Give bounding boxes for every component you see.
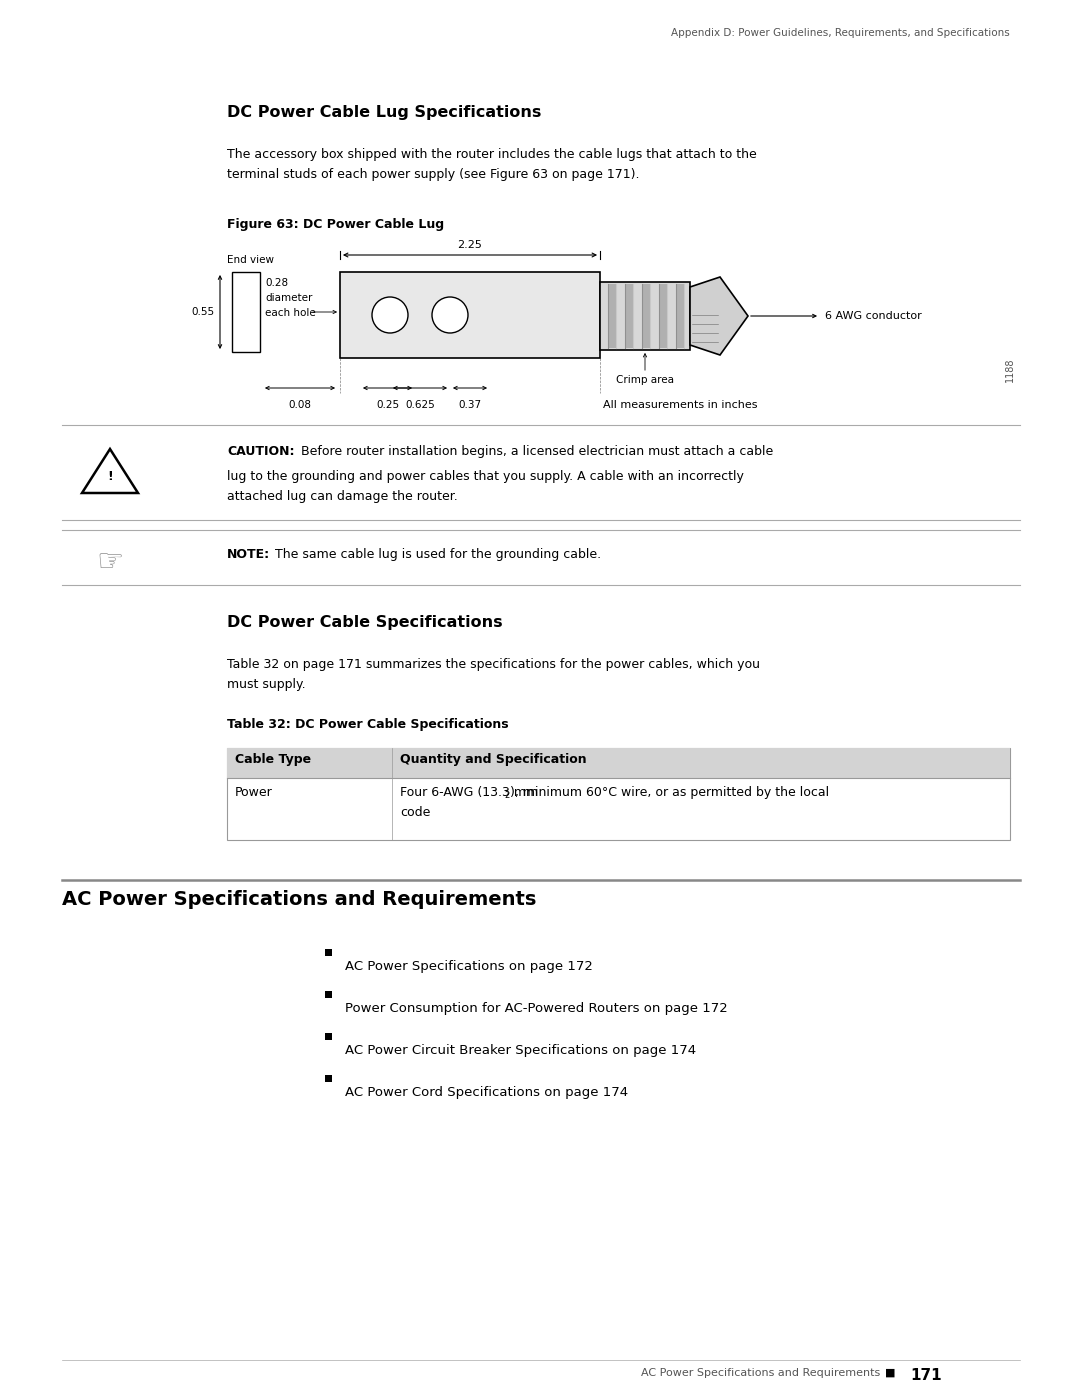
Text: DC Power Cable Lug Specifications: DC Power Cable Lug Specifications <box>227 105 541 120</box>
Text: 2: 2 <box>504 791 510 800</box>
Text: AC Power Specifications on page 172: AC Power Specifications on page 172 <box>345 960 593 972</box>
Text: Cable Type: Cable Type <box>235 753 311 766</box>
Text: Crimp area: Crimp area <box>616 374 674 386</box>
Text: 171: 171 <box>910 1368 942 1383</box>
Bar <box>325 990 332 997</box>
Text: code: code <box>400 806 430 819</box>
Text: ☞: ☞ <box>96 548 124 577</box>
Text: terminal studs of each power supply (see Figure 63 on page 171).: terminal studs of each power supply (see… <box>227 168 639 182</box>
Text: AC Power Specifications and Requirements: AC Power Specifications and Requirements <box>640 1368 880 1377</box>
Bar <box>676 284 684 348</box>
Text: 1188: 1188 <box>1005 358 1015 383</box>
Bar <box>227 747 1010 778</box>
Polygon shape <box>690 277 748 355</box>
Text: attached lug can damage the router.: attached lug can damage the router. <box>227 490 458 503</box>
Text: 0.625: 0.625 <box>405 400 435 409</box>
Text: 0.25: 0.25 <box>376 400 400 409</box>
Bar <box>659 284 667 348</box>
Text: AC Power Circuit Breaker Specifications on page 174: AC Power Circuit Breaker Specifications … <box>345 1044 697 1058</box>
Text: NOTE:: NOTE: <box>227 548 270 562</box>
Text: ), minimum 60°C wire, or as permitted by the local: ), minimum 60°C wire, or as permitted by… <box>511 787 829 799</box>
Bar <box>340 272 600 358</box>
Bar <box>625 284 633 348</box>
Text: All measurements in inches: All measurements in inches <box>603 400 757 409</box>
Text: 0.08: 0.08 <box>288 400 311 409</box>
Bar <box>232 272 260 352</box>
Text: CAUTION:: CAUTION: <box>227 446 295 458</box>
Text: each hole: each hole <box>265 307 315 319</box>
Text: Figure 63: DC Power Cable Lug: Figure 63: DC Power Cable Lug <box>227 218 444 231</box>
Text: The same cable lug is used for the grounding cable.: The same cable lug is used for the groun… <box>271 548 602 562</box>
Bar <box>227 747 1010 840</box>
Bar <box>325 1076 332 1083</box>
Text: Four 6-AWG (13.3 mm: Four 6-AWG (13.3 mm <box>400 787 538 799</box>
Text: Table 32 on page 171 summarizes the specifications for the power cables, which y: Table 32 on page 171 summarizes the spec… <box>227 658 760 671</box>
Bar <box>325 1032 332 1039</box>
Text: Appendix D: Power Guidelines, Requirements, and Specifications: Appendix D: Power Guidelines, Requiremen… <box>672 28 1010 38</box>
Text: The accessory box shipped with the router includes the cable lugs that attach to: The accessory box shipped with the route… <box>227 148 757 161</box>
Bar <box>608 284 616 348</box>
Text: DC Power Cable Specifications: DC Power Cable Specifications <box>227 615 502 630</box>
Text: ■: ■ <box>885 1368 895 1377</box>
Text: diameter: diameter <box>265 293 312 303</box>
Text: !: ! <box>107 471 113 483</box>
Text: AC Power Cord Specifications on page 174: AC Power Cord Specifications on page 174 <box>345 1085 629 1099</box>
Text: Before router installation begins, a licensed electrician must attach a cable: Before router installation begins, a lic… <box>297 446 773 458</box>
Circle shape <box>372 298 408 332</box>
Text: 6 AWG conductor: 6 AWG conductor <box>825 312 921 321</box>
Text: Quantity and Specification: Quantity and Specification <box>400 753 586 766</box>
Text: End view: End view <box>227 256 274 265</box>
Text: 0.28: 0.28 <box>265 278 288 288</box>
Text: 2.25: 2.25 <box>458 240 483 250</box>
Text: Power: Power <box>235 787 273 799</box>
Text: Power Consumption for AC-Powered Routers on page 172: Power Consumption for AC-Powered Routers… <box>345 1002 728 1016</box>
Text: must supply.: must supply. <box>227 678 306 692</box>
Text: 0.55: 0.55 <box>191 307 214 317</box>
Text: lug to the grounding and power cables that you supply. A cable with an incorrect: lug to the grounding and power cables th… <box>227 469 744 483</box>
Bar <box>600 282 690 351</box>
Text: AC Power Specifications and Requirements: AC Power Specifications and Requirements <box>62 890 537 909</box>
Circle shape <box>432 298 468 332</box>
Bar <box>642 284 650 348</box>
Text: 0.37: 0.37 <box>458 400 482 409</box>
Polygon shape <box>82 448 138 493</box>
Text: Table 32: DC Power Cable Specifications: Table 32: DC Power Cable Specifications <box>227 718 509 731</box>
Bar <box>325 949 332 956</box>
